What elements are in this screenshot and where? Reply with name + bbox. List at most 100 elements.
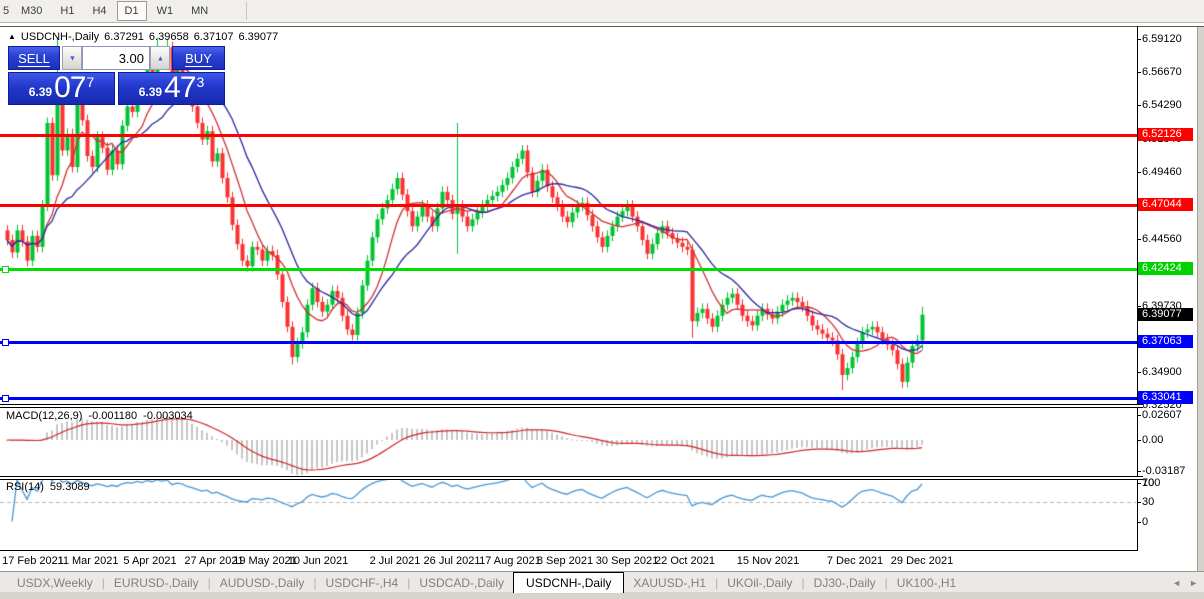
axis-tick: [1137, 306, 1141, 307]
price-badge-6.39077: 6.39077: [1138, 308, 1193, 321]
rsi-value: 59.3089: [49, 481, 90, 493]
rsi-name: RSI(14): [6, 481, 44, 493]
volume-increase-button[interactable]: ▲: [150, 46, 170, 70]
chart-title: ▲ USDCNH-,Daily 6.37291 6.39658 6.37107 …: [8, 30, 278, 44]
chart-tab-uk100-h1[interactable]: UK100-,H1: [896, 576, 957, 590]
date-tick-label: 27 Apr 2021: [184, 555, 244, 567]
date-tick-label: 8 Sep 2021: [536, 555, 594, 567]
price-tick-label: 6.44560: [1142, 233, 1182, 245]
timeframe-button-H1[interactable]: H1: [60, 5, 75, 17]
tab-scroll-controls: ◄ ►: [1172, 578, 1198, 588]
price-badge-6.52126: 6.52126: [1138, 128, 1193, 141]
ohlc-close: 6.39077: [238, 31, 279, 43]
rsi-tick-label: 70: [1142, 477, 1155, 489]
rsi-label: RSI(14) 59.3089: [6, 481, 90, 493]
level-line-6.42424[interactable]: [0, 266, 1137, 273]
tab-scroll-left-icon[interactable]: ◄: [1172, 578, 1182, 588]
timeframe-button-5[interactable]: 5: [3, 5, 10, 17]
volume-input[interactable]: [82, 46, 150, 70]
timeframe-button-D1[interactable]: D1: [116, 1, 147, 21]
spin-up-icon: ▲: [156, 54, 164, 62]
chart-tab-xauusd-h1[interactable]: XAUUSD-,H1: [633, 576, 707, 590]
date-tick-label: 7 Dec 2021: [826, 555, 884, 567]
price-tick-label: 6.54290: [1142, 99, 1182, 111]
date-axis-line: [0, 550, 1137, 551]
tab-separator: |: [801, 576, 805, 590]
axis-tick: [1137, 502, 1141, 503]
date-tick-label: 22 Oct 2021: [655, 555, 715, 567]
macd-value-main: -0.001180: [88, 410, 138, 422]
axis-tick: [1137, 172, 1141, 173]
price-axis-border: [1137, 26, 1138, 551]
bid-pip-digit: 7: [86, 74, 95, 90]
price-tick-label: 6.34900: [1142, 366, 1182, 378]
chart-tab-eurusd-daily[interactable]: EURUSD-,Daily: [113, 576, 199, 590]
date-tick-label: 26 Jul 2021: [423, 555, 481, 567]
rsi-pane-separator[interactable]: [0, 476, 1143, 480]
price-badge-6.47044: 6.47044: [1138, 198, 1193, 211]
chart-tab-usdx-weekly[interactable]: USDX,Weekly: [17, 576, 93, 590]
level-line-6.52126[interactable]: [0, 134, 1137, 137]
timeframe-button-H4[interactable]: H4: [92, 5, 107, 17]
price-badge-6.42424: 6.42424: [1138, 262, 1193, 275]
axis-tick: [1137, 483, 1141, 484]
collapse-triangle-icon[interactable]: ▲: [8, 31, 16, 41]
date-tick-label: 19 May 2021: [233, 555, 297, 567]
line-handle[interactable]: [2, 266, 9, 273]
price-badge-6.33041: 6.33041: [1138, 391, 1193, 404]
tab-separator: |: [207, 576, 211, 590]
timeframe-button-MN[interactable]: MN: [191, 5, 209, 17]
tab-scroll-right-icon[interactable]: ►: [1189, 578, 1198, 588]
axis-tick: [1137, 440, 1141, 441]
timeframe-button-W1[interactable]: W1: [156, 5, 174, 17]
macd-tick-label: 0.00: [1142, 434, 1164, 446]
chart-tab-bar: USDX,Weekly | EURUSD-,Daily | AUDUSD-,Daily |…: [0, 571, 1204, 593]
date-tick-label: 17 Aug 2021: [479, 555, 541, 567]
date-tick-label: 30 Sep 2021: [595, 555, 659, 567]
rsi-tick-label: 100: [1142, 477, 1161, 489]
buy-button[interactable]: BUY: [172, 46, 225, 70]
line-handle[interactable]: [2, 339, 9, 346]
date-tick-label: 10 Jun 2021: [287, 555, 349, 567]
macd-tick-label: -0.03187: [1142, 465, 1186, 477]
ask-pip-digit: 3: [196, 74, 205, 90]
macd-pane-separator[interactable]: [0, 404, 1143, 408]
status-strip: [0, 592, 1204, 599]
axis-tick: [1137, 39, 1141, 40]
ohlc-high: 6.39658: [148, 31, 189, 43]
timeframe-button-M30[interactable]: M30: [21, 5, 43, 17]
macd-tick-label: 0.02607: [1142, 409, 1182, 421]
ask-quote-panel[interactable]: 6.39 47 3: [118, 72, 225, 105]
chart-tab-usdcad-daily[interactable]: USDCAD-,Daily: [419, 576, 505, 590]
macd-name: MACD(12,26,9): [6, 410, 83, 422]
ask-prefix: 6.39: [138, 85, 163, 99]
spin-down-icon: ▼: [68, 54, 76, 62]
level-line-6.33041[interactable]: [0, 395, 1137, 402]
axis-tick: [1137, 239, 1141, 240]
sell-button[interactable]: SELL: [8, 46, 60, 70]
bid-prefix: 6.39: [28, 85, 53, 99]
axis-tick: [1137, 105, 1141, 106]
volume-decrease-button[interactable]: ▼: [62, 46, 82, 70]
timeframe-toolbar: 5 M30 H1 H4 D1 W1 MN: [0, 0, 1204, 23]
level-line-6.37063[interactable]: [0, 339, 1137, 346]
chart-canvas[interactable]: [0, 26, 1137, 551]
axis-tick: [1137, 372, 1141, 373]
chart-tab-audusd-daily[interactable]: AUDUSD-,Daily: [219, 576, 305, 590]
timeframe-buttons: 5 M30 H1 H4 D1 W1 MN: [0, 1, 218, 21]
line-handle[interactable]: [2, 395, 9, 402]
tab-separator: |: [884, 576, 888, 590]
chart-tab-usdchf-h4[interactable]: USDCHF-,H4: [325, 576, 399, 590]
chart-tab-usdcnh-daily[interactable]: USDCNH-,Daily: [513, 572, 625, 593]
date-tick-label: 11 Mar 2021: [57, 555, 119, 567]
macd-label: MACD(12,26,9) -0.001180 -0.003034: [6, 410, 193, 422]
bid-big-digits: 07: [54, 71, 86, 104]
ohlc-open: 6.37291: [104, 31, 144, 43]
axis-tick: [1137, 522, 1141, 523]
bid-quote-panel[interactable]: 6.39 07 7: [8, 72, 115, 105]
level-line-6.47044[interactable]: [0, 204, 1137, 207]
ask-big-digits: 47: [164, 71, 196, 104]
chart-tab-ukoil-daily[interactable]: UKOil-,Daily: [727, 576, 793, 590]
chart-tab-dj30-daily[interactable]: DJ30-,Daily: [813, 576, 876, 590]
